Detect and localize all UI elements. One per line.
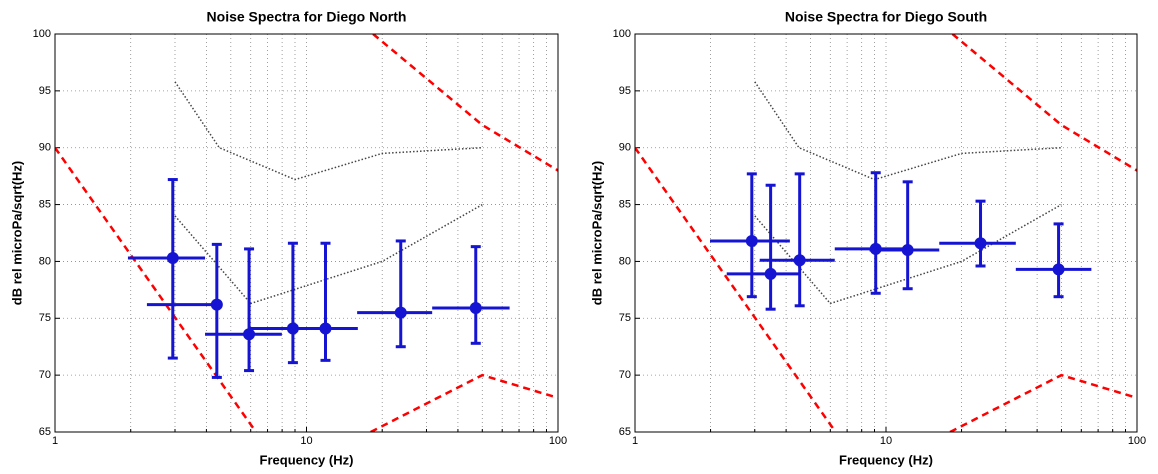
point — [764, 267, 777, 280]
x-tick-label: 1 — [632, 435, 638, 447]
y-tick-label: 75 — [619, 312, 631, 324]
subplot: 1 10 100 65 70 75 80 85 90 95 100 Noise Spectra for… — [9, 9, 567, 468]
x-axis-label: Frequency (Hz) — [260, 452, 354, 467]
plot-area — [635, 34, 1137, 432]
chart-title: Noise Spectra for Diego South — [785, 9, 987, 25]
reference-line — [174, 81, 483, 181]
point — [469, 302, 482, 315]
point — [1052, 263, 1065, 276]
point — [210, 298, 223, 311]
plot-area — [55, 34, 558, 432]
point — [793, 254, 806, 267]
point — [319, 322, 332, 335]
x-tick-label: 1 — [52, 435, 58, 447]
plot-content — [55, 34, 558, 432]
y-tick-label: 85 — [619, 198, 631, 210]
reference-line — [635, 146, 837, 432]
x-tick-label: 100 — [1128, 435, 1146, 447]
y-tick-label: 70 — [39, 369, 51, 381]
y-tick-label: 65 — [39, 426, 51, 438]
y-axis-label: dB rel microPa/sqrt(Hz) — [589, 161, 604, 305]
point — [166, 252, 179, 265]
point — [901, 244, 914, 257]
axes-frame — [54, 33, 559, 433]
y-tick-label: 95 — [619, 85, 631, 97]
x-axis-label: Frequency (Hz) — [839, 452, 933, 467]
y-axis-label: dB rel microPa/sqrt(Hz) — [9, 161, 24, 305]
subplot: 1 10 100 65 70 75 80 85 90 95 100 Noise Spectra for… — [589, 9, 1146, 468]
y-tick-label: 100 — [613, 28, 631, 40]
y-tick-label: 100 — [33, 28, 51, 40]
x-tick-label: 10 — [300, 435, 312, 447]
y-tick-label: 95 — [39, 85, 51, 97]
y-tick-label: 65 — [619, 426, 631, 438]
point — [243, 328, 256, 341]
point — [394, 306, 407, 319]
x-tick-label: 10 — [880, 435, 892, 447]
y-tick-label: 90 — [39, 142, 51, 154]
y-tick-label: 70 — [619, 369, 631, 381]
x-tick-label: 100 — [549, 435, 567, 447]
point — [745, 234, 758, 247]
reference-line — [949, 373, 1137, 432]
point — [974, 237, 987, 250]
plot-content — [635, 34, 1137, 432]
reference-line — [370, 373, 558, 432]
reference-line — [55, 146, 258, 432]
y-tick-label: 80 — [39, 255, 51, 267]
y-tick-label: 90 — [619, 142, 631, 154]
y-tick-label: 80 — [619, 255, 631, 267]
chart-title: Noise Spectra for Diego North — [207, 9, 407, 25]
axes-frame — [634, 33, 1138, 433]
y-tick-label: 75 — [39, 312, 51, 324]
y-tick-label: 85 — [39, 198, 51, 210]
